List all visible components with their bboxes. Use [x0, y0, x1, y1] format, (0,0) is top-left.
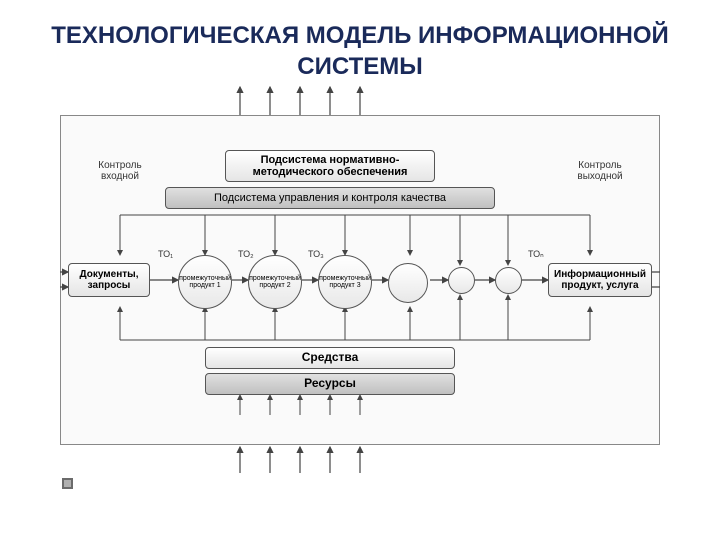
- inter-product-2: промежуточный продукт 2: [248, 255, 302, 309]
- bullet-marker: [62, 478, 73, 489]
- small-circle-2: [448, 267, 475, 294]
- inter-product-1: промежуточный продукт 1: [178, 255, 232, 309]
- to1-label: ТО₁: [158, 249, 173, 259]
- subsystem-quality-box: Подсистема управления и контроля качеств…: [165, 187, 495, 209]
- diagram-container: Контроль входной Контроль выходной Подси…: [60, 115, 660, 445]
- inter-product-3: промежуточный продукт 3: [318, 255, 372, 309]
- subsystem-norm-box: Подсистема нормативно-методического обес…: [225, 150, 435, 182]
- small-circle-1: [388, 263, 428, 303]
- docs-box: Документы, запросы: [68, 263, 150, 297]
- small-circle-3: [495, 267, 522, 294]
- diagram-title: ТЕХНОЛОГИЧЕСКАЯ МОДЕЛЬ ИНФОРМАЦИОННОЙ СИ…: [0, 20, 720, 82]
- resources-box: Ресурсы: [205, 373, 455, 395]
- control-in-label: Контроль входной: [85, 160, 155, 182]
- to3-label: ТО₃: [308, 249, 324, 259]
- control-out-label: Контроль выходной: [560, 160, 640, 182]
- product-box: Информационный продукт, услуга: [548, 263, 652, 297]
- means-box: Средства: [205, 347, 455, 369]
- to2-label: ТО₂: [238, 249, 254, 259]
- ton-label: ТОₙ: [528, 249, 544, 260]
